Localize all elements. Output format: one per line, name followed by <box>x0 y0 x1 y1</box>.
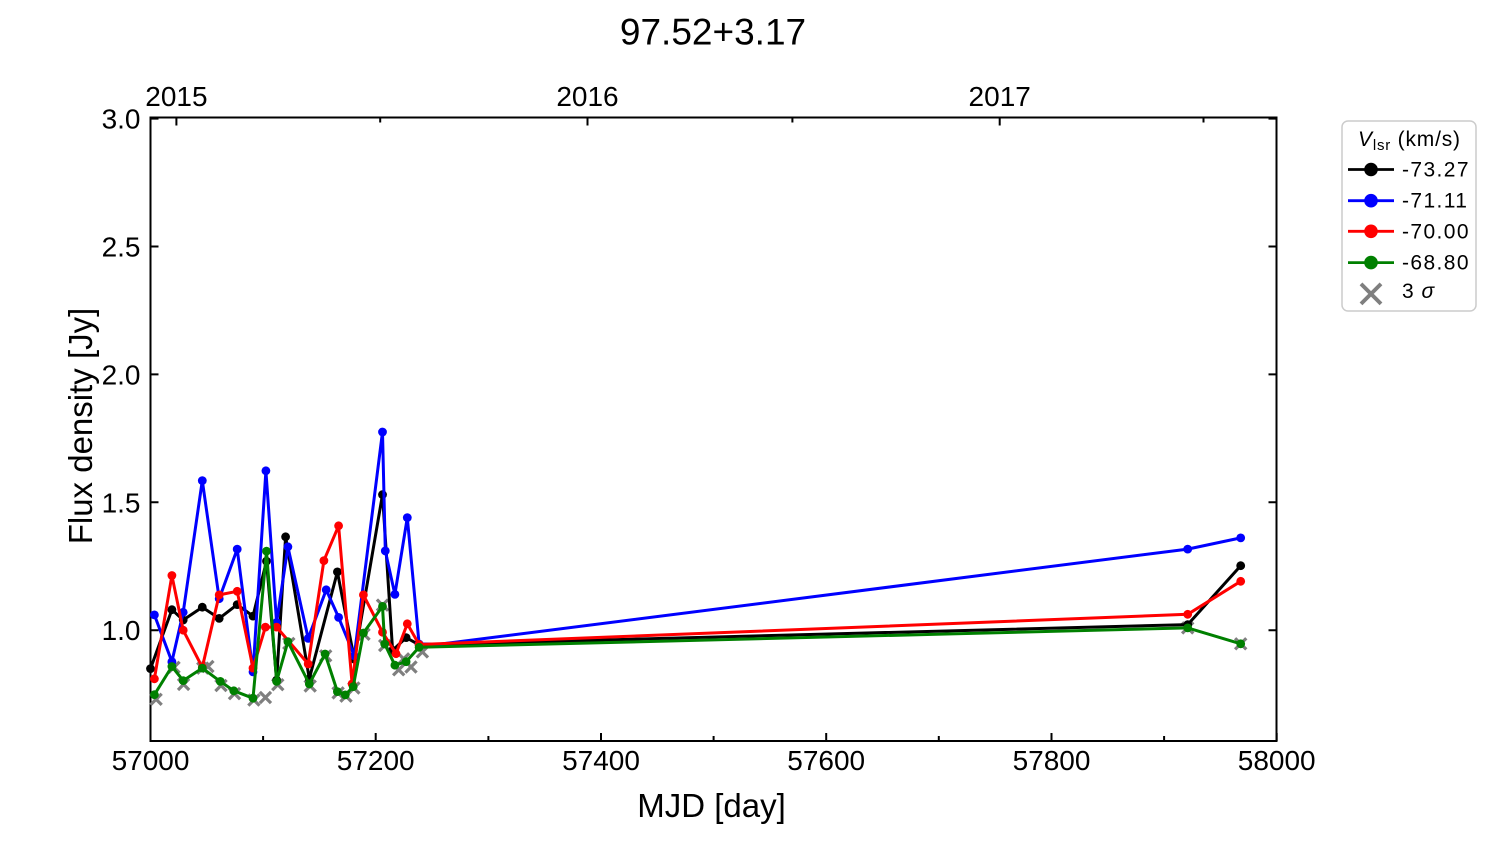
svg-text:-73.27: -73.27 <box>1402 159 1470 182</box>
svg-text:57400: 57400 <box>562 745 640 776</box>
svg-text:2016: 2016 <box>556 81 618 112</box>
svg-text:-68.80: -68.80 <box>1402 252 1470 275</box>
svg-text:2.0: 2.0 <box>102 359 141 390</box>
svg-text:-70.00: -70.00 <box>1402 220 1470 243</box>
svg-text:3 σ: 3 σ <box>1402 280 1436 303</box>
svg-text:57600: 57600 <box>787 745 865 776</box>
svg-text:57000: 57000 <box>112 745 190 776</box>
svg-text:2.5: 2.5 <box>102 232 141 263</box>
svg-text:2017: 2017 <box>969 81 1031 112</box>
svg-text:97.52+3.17: 97.52+3.17 <box>620 12 806 53</box>
svg-text:57800: 57800 <box>1013 745 1091 776</box>
svg-text:MJD [day]: MJD [day] <box>637 787 786 824</box>
svg-text:1.5: 1.5 <box>102 487 141 518</box>
svg-text:2015: 2015 <box>145 81 207 112</box>
svg-text:58000: 58000 <box>1238 745 1316 776</box>
svg-text:1.0: 1.0 <box>102 615 141 646</box>
svg-text:Flux density [Jy]: Flux density [Jy] <box>62 308 99 545</box>
svg-text:Vlsr (km/s): Vlsr (km/s) <box>1358 128 1461 154</box>
svg-text:3.0: 3.0 <box>102 104 141 135</box>
svg-text:57200: 57200 <box>337 745 415 776</box>
svg-text:-71.11: -71.11 <box>1402 190 1468 213</box>
